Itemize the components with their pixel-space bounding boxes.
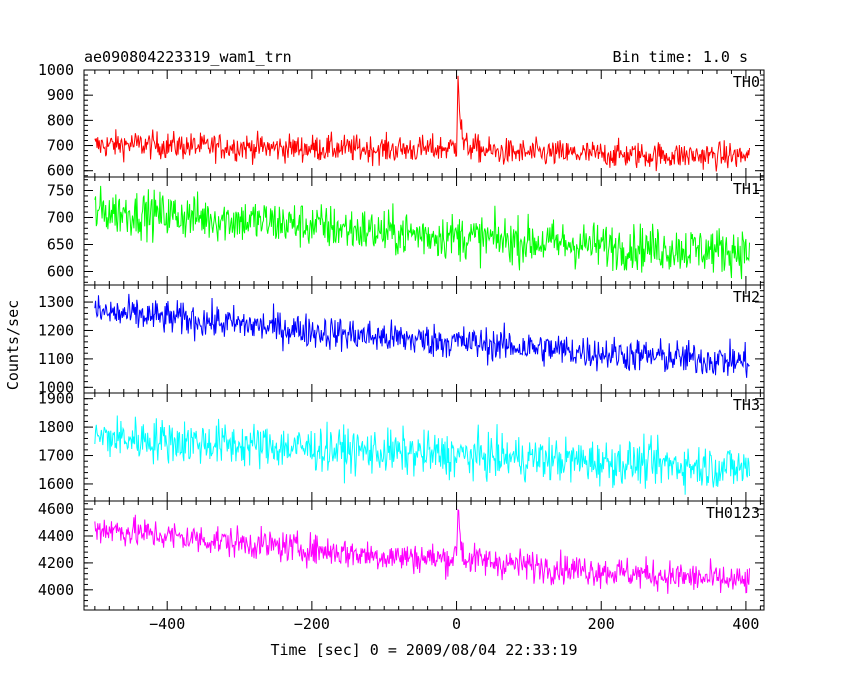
panels-group: 600 700 800 900 1000 TH0 600 650 700 750 TH1 1000 11… (38, 61, 765, 633)
y-tick-label: 1900 (38, 390, 74, 408)
y-tick-label: 700 (47, 137, 74, 155)
panel-label-th3: TH3 (733, 396, 760, 414)
y-tick-label: 4400 (38, 527, 74, 545)
panel-th0: 600 700 800 900 1000 TH0 (38, 61, 765, 180)
x-tick-label: 400 (732, 615, 759, 633)
series-line-th2 (94, 293, 750, 378)
panel-label-th0123: TH0123 (706, 504, 760, 522)
plot-title: ae090804223319_wam1_trn (84, 48, 292, 66)
y-tick-label: 600 (47, 162, 74, 180)
x-tick-label: −200 (294, 615, 330, 633)
y-tick-label: 1600 (38, 475, 74, 493)
y-tick-label: 1300 (38, 293, 74, 311)
y-tick-label: 800 (47, 111, 74, 129)
y-tick-label: 750 (47, 182, 74, 200)
y-tick-label: 700 (47, 209, 74, 227)
y-tick-label: 1000 (38, 378, 74, 396)
y-tick-label: 4000 (38, 581, 74, 599)
panel-label-th1: TH1 (733, 180, 760, 198)
y-tick-label: 1800 (38, 418, 74, 436)
x-tick-label: 200 (588, 615, 615, 633)
panel-frame (83, 500, 765, 611)
y-tick-label: 4600 (38, 500, 74, 518)
x-tick-label: 0 (452, 615, 461, 633)
panel-th2: 1000 1100 1200 1300 TH2 (38, 284, 765, 396)
y-tick-label: 900 (47, 86, 74, 104)
y-tick-label: 600 (47, 263, 74, 281)
y-tick-label: 1200 (38, 321, 74, 339)
y-tick-label: 1700 (38, 447, 74, 465)
y-tick-label: 1100 (38, 350, 74, 368)
series-line-th0 (94, 75, 751, 172)
y-tick-label: 650 (47, 236, 74, 254)
x-tick-label: −400 (149, 615, 185, 633)
y-tick-label: 1000 (38, 61, 74, 79)
series-line-th0123 (94, 508, 751, 594)
y-axis-label: Counts/sec (4, 300, 22, 390)
panel-label-th2: TH2 (733, 288, 760, 306)
panel-th0123: 4000 4200 4400 4600 TH0123 −400 −200 0 200 400 (38, 500, 765, 633)
y-tick-label: 4200 (38, 554, 74, 572)
panel-frame (83, 69, 765, 178)
series-line-th3 (94, 415, 751, 495)
x-axis-label: Time [sec] 0 = 2009/08/04 22:33:19 (270, 641, 577, 659)
series-line-th1 (94, 185, 751, 280)
panel-th1: 600 650 700 750 TH1 (47, 176, 765, 286)
panel-th3: 1600 1700 1800 1900 TH3 (38, 390, 765, 502)
bin-time-label: Bin time: 1.0 s (613, 48, 748, 66)
panel-label-th0: TH0 (733, 73, 760, 91)
